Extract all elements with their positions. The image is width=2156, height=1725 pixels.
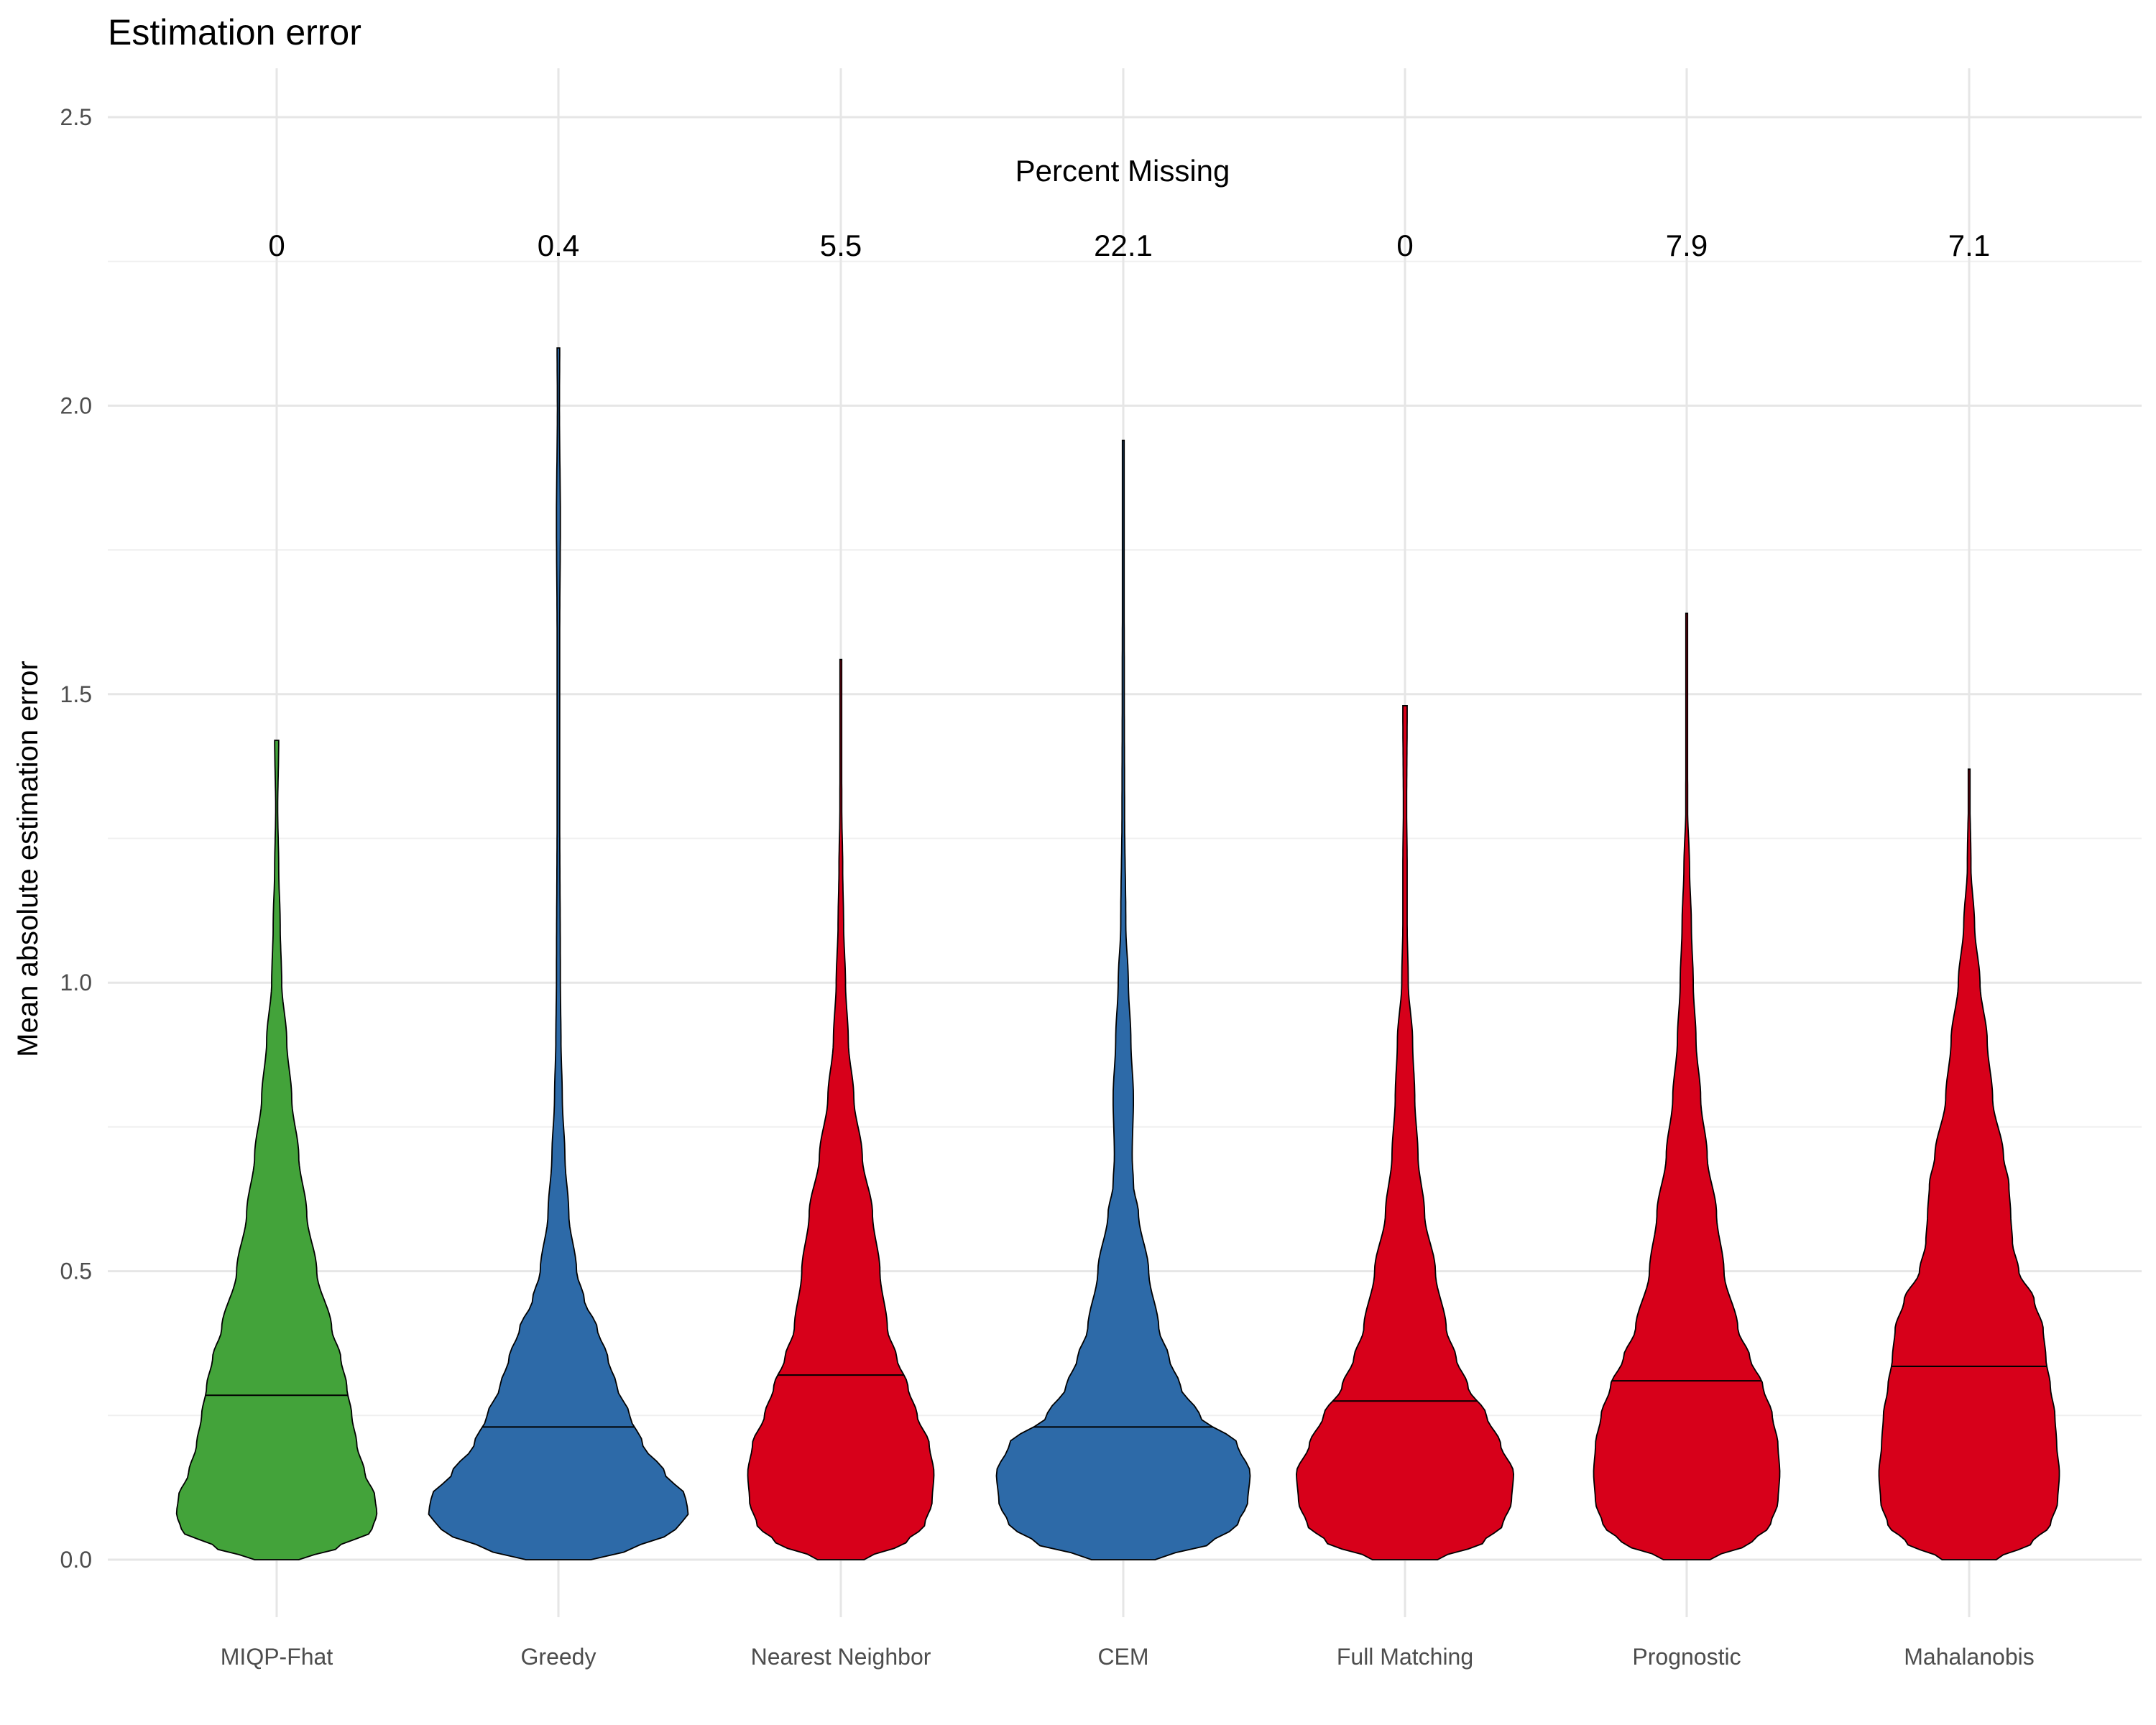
y-tick-label: 1.5 <box>60 681 92 707</box>
x-tick-label: Full Matching <box>1337 1644 1473 1670</box>
x-tick-label: Mahalanobis <box>1904 1644 2034 1670</box>
percent-missing-value: 0.4 <box>538 229 579 262</box>
chart-title: Estimation error <box>108 12 361 52</box>
violin-mahalanobis <box>1878 768 2060 1560</box>
labels: Estimation error Mean absolute estimatio… <box>12 12 2035 1670</box>
x-tick-label: Greedy <box>521 1644 596 1670</box>
percent-missing-value: 0 <box>268 229 285 262</box>
violin-cem <box>995 439 1251 1560</box>
percent-missing-title: Percent Missing <box>1015 154 1230 188</box>
violin-prognostic <box>1593 612 1781 1560</box>
violins <box>175 347 2060 1560</box>
y-tick-label: 0.5 <box>60 1259 92 1284</box>
y-tick-label: 1.0 <box>60 970 92 995</box>
y-tick-label: 0.0 <box>60 1547 92 1573</box>
percent-missing-value: 7.1 <box>1948 229 1990 262</box>
y-tick-label: 2.5 <box>60 104 92 130</box>
violin-full-matching <box>1295 705 1515 1560</box>
x-tick-label: Nearest Neighbor <box>751 1644 931 1670</box>
x-tick-label: Prognostic <box>1632 1644 1741 1670</box>
violin-miqp-fhat <box>175 740 378 1560</box>
percent-missing-value: 7.9 <box>1666 229 1708 262</box>
violin-nearest-neighbor <box>747 658 935 1560</box>
percent-missing-value: 22.1 <box>1094 229 1153 262</box>
x-tick-label: CEM <box>1097 1644 1148 1670</box>
y-axis-label: Mean absolute estimation error <box>12 661 44 1057</box>
percent-missing-value: 5.5 <box>820 229 862 262</box>
percent-missing-value: 0 <box>1396 229 1413 262</box>
violin-greedy <box>428 347 689 1560</box>
y-tick-label: 2.0 <box>60 392 92 418</box>
x-tick-label: MIQP-Fhat <box>221 1644 333 1670</box>
